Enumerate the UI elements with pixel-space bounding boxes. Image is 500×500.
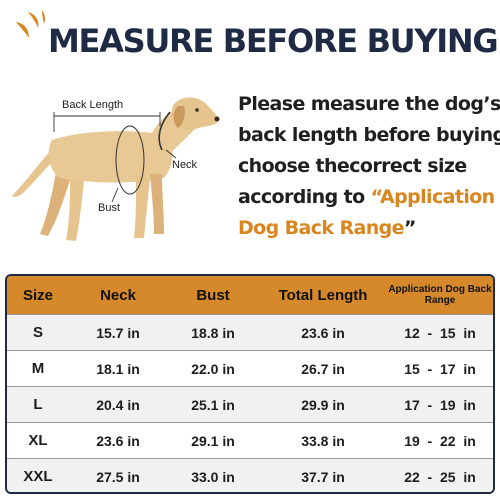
table-body: S 15.7 in 18.8 in 23.6 in 12 - 15 in M 1… bbox=[7, 314, 493, 494]
instruction-line: according to “Application bbox=[238, 182, 500, 213]
table-row: XL 23.6 in 29.1 in 33.8 in 19 - 22 in bbox=[7, 422, 493, 458]
table-row: L 20.4 in 25.1 in 29.9 in 17 - 19 in bbox=[7, 386, 493, 422]
instruction-line: choose thecorrect size bbox=[238, 151, 500, 182]
neck-cell: 15.7 in bbox=[69, 325, 167, 341]
instruction-line: back length before buying, bbox=[238, 120, 500, 151]
table-row: XXL 27.5 in 33.0 in 37.7 in 22 - 25 in bbox=[7, 458, 493, 494]
table-header-row: Size Neck Bust Total Length Application … bbox=[7, 276, 493, 314]
bust-cell: 18.8 in bbox=[167, 325, 259, 341]
size-cell: XL bbox=[7, 432, 69, 449]
column-header-back-range: Application Dog Back Range bbox=[387, 284, 493, 306]
size-cell: M bbox=[7, 360, 69, 377]
instruction-text: according to bbox=[238, 186, 371, 208]
bust-cell: 29.1 in bbox=[167, 433, 259, 449]
back-length-measure bbox=[54, 112, 160, 132]
size-chart-table: Size Neck Bust Total Length Application … bbox=[5, 274, 495, 494]
instruction-highlight: Dog Back Range bbox=[238, 217, 404, 239]
bust-cell: 33.0 in bbox=[167, 469, 259, 485]
size-cell: L bbox=[7, 396, 69, 413]
instruction-text: ” bbox=[404, 217, 416, 239]
column-header-bust: Bust bbox=[167, 287, 259, 304]
size-cell: XXL bbox=[7, 468, 69, 485]
neck-cell: 18.1 in bbox=[69, 361, 167, 377]
neck-cell: 23.6 in bbox=[69, 433, 167, 449]
neck-label: Neck bbox=[172, 159, 197, 171]
back-length-label: Back Length bbox=[62, 99, 123, 111]
length-cell: 37.7 in bbox=[259, 469, 387, 485]
instruction-line: Please measure the dog’s bbox=[238, 89, 500, 120]
bust-label: Bust bbox=[98, 202, 120, 214]
neck-cell: 20.4 in bbox=[69, 397, 167, 413]
column-header-neck: Neck bbox=[69, 287, 167, 304]
page-title: MEASURE BEFORE BUYING bbox=[48, 18, 488, 64]
column-header-total-length: Total Length bbox=[259, 287, 387, 304]
instruction-highlight: “Application bbox=[371, 186, 495, 208]
range-cell: 15 - 17 in bbox=[387, 361, 493, 377]
neck-cell: 27.5 in bbox=[69, 469, 167, 485]
length-cell: 29.9 in bbox=[259, 397, 387, 413]
measure-instructions: Please measure the dog’s back length bef… bbox=[238, 89, 500, 244]
swoosh-decoration-icon bbox=[8, 6, 52, 50]
range-cell: 19 - 22 in bbox=[387, 433, 493, 449]
bust-cell: 22.0 in bbox=[167, 361, 259, 377]
length-cell: 26.7 in bbox=[259, 361, 387, 377]
instruction-line: Dog Back Range” bbox=[238, 213, 500, 244]
range-cell: 22 - 25 in bbox=[387, 469, 493, 485]
size-cell: S bbox=[7, 324, 69, 341]
table-row: S 15.7 in 18.8 in 23.6 in 12 - 15 in bbox=[7, 314, 493, 350]
column-header-size: Size bbox=[7, 287, 69, 304]
length-cell: 23.6 in bbox=[259, 325, 387, 341]
length-cell: 33.8 in bbox=[259, 433, 387, 449]
range-cell: 17 - 19 in bbox=[387, 397, 493, 413]
bust-cell: 25.1 in bbox=[167, 397, 259, 413]
table-row: M 18.1 in 22.0 in 26.7 in 15 - 17 in bbox=[7, 350, 493, 386]
range-cell: 12 - 15 in bbox=[387, 325, 493, 341]
